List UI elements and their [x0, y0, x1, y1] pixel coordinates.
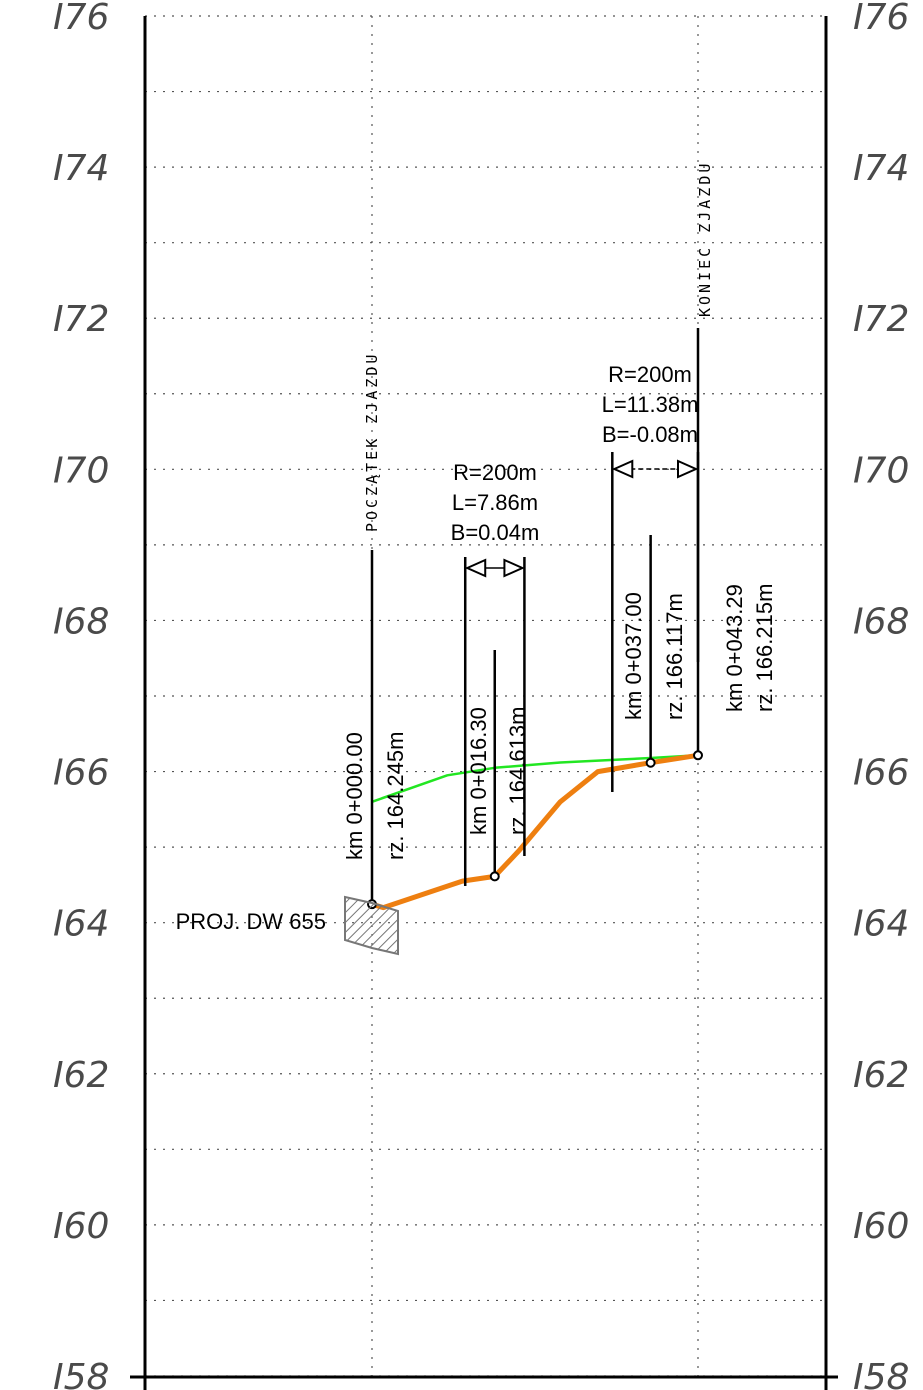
end-of-driveway-label: KONIEC ZJAZDU: [696, 161, 714, 317]
arrow-left-icon: [464, 558, 487, 578]
elev-label-right: I58: [853, 1357, 909, 1390]
station-km-label: km 0+016.30: [466, 707, 491, 835]
elev-label-right: I74: [853, 148, 909, 189]
station-point: [693, 750, 703, 761]
elev-label-left: I72: [53, 299, 109, 340]
curve-param-L: L=7.86m: [452, 490, 538, 515]
elev-label-right: I70: [853, 450, 909, 491]
stations: km 0+000.00 rz. 164.245m km 0+016.30 rz. 16…: [342, 328, 777, 910]
station-elevation-label: rz. 164.613m: [505, 707, 530, 835]
elevation-labels: I76 I76 I74 I74 I72 I72 I70 I70 I68 I68 I66 I66 I64 I…: [53, 0, 909, 1390]
elev-label-left: I60: [53, 1206, 109, 1247]
arrow-right-icon: [677, 459, 699, 479]
elev-label-right: I76: [853, 0, 909, 38]
elev-label-left: I62: [53, 1055, 109, 1096]
station-elevation-label: rz. 164.245m: [383, 732, 408, 860]
elev-label-right: I60: [853, 1206, 909, 1247]
curve-param-L: L=11.38m: [602, 392, 699, 417]
curve-param-B: B=-0.08m: [602, 422, 698, 447]
arrow-right-icon: [503, 558, 525, 578]
hatched-road-section: [344, 895, 399, 956]
arrow-left-icon: [611, 459, 634, 479]
station-km-label: km 0+043.29: [722, 584, 747, 712]
elev-label-right: I62: [853, 1055, 909, 1096]
elev-label-left: I74: [53, 148, 109, 189]
road-crossing-marker: PROJ. DW 655: [176, 895, 399, 956]
station-elevation-label: rz. 166.215m: [752, 584, 777, 712]
station-point: [489, 871, 500, 882]
station-elevation-label: rz. 166.117m: [662, 593, 687, 720]
elev-label-right: I68: [853, 601, 909, 642]
elev-label-left: I66: [53, 753, 109, 794]
existing-terrain-line: [371, 754, 699, 803]
road-label: PROJ. DW 655: [176, 909, 326, 934]
design-grade-line: [371, 752, 699, 911]
station-point: [645, 757, 656, 768]
curve-param-B: B=0.04m: [451, 520, 540, 545]
station-km-label: km 0+000.00: [342, 732, 367, 860]
curve-param-R: R=200m: [453, 460, 537, 485]
grid-lines: [145, 15, 826, 1377]
elev-label-right: I66: [853, 753, 909, 794]
elev-label-left: I58: [53, 1357, 109, 1390]
grade-line: [371, 752, 699, 911]
profile-frame: [130, 16, 838, 1390]
elev-label-left: I76: [53, 0, 109, 38]
curve-param-R: R=200m: [608, 362, 692, 387]
elev-label-left: I64: [53, 904, 109, 945]
elev-label-right: I64: [853, 904, 909, 945]
station-km-label: km 0+037.00: [621, 592, 646, 720]
elev-label-right: I72: [853, 299, 909, 340]
section-titles: POCZĄTEK ZJAZDU KONIEC ZJAZDU: [363, 161, 714, 532]
elev-label-left: I68: [53, 601, 109, 642]
start-of-driveway-label: POCZĄTEK ZJAZDU: [363, 352, 381, 532]
elev-label-left: I70: [53, 450, 109, 491]
terrain-line: [371, 754, 699, 803]
